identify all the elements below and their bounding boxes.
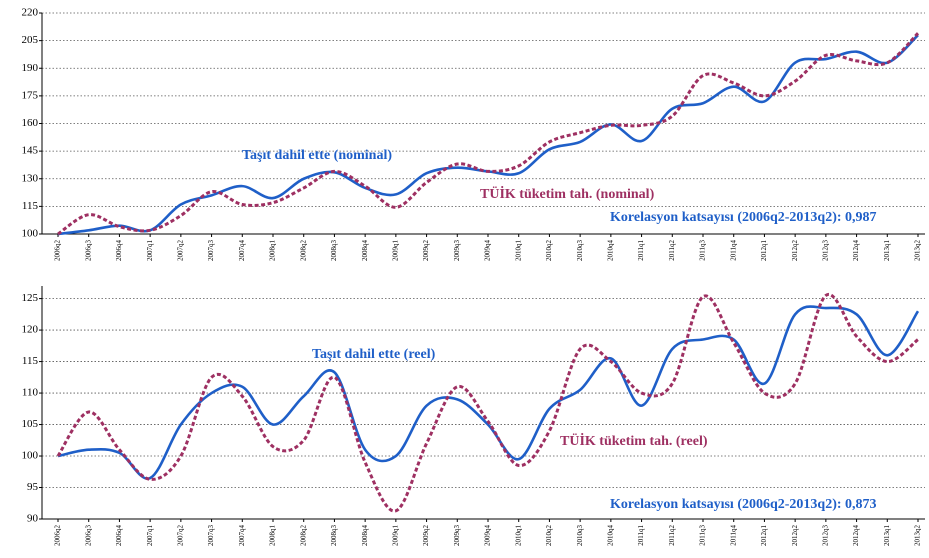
x-tick-label: 2010q4 <box>606 240 614 262</box>
x-tick-label: 2007q3 <box>207 525 215 547</box>
x-tick-label: 2010q3 <box>576 240 584 262</box>
x-tick-label: 2010q1 <box>514 525 522 547</box>
x-tick-label: 2010q4 <box>606 525 614 547</box>
x-tick-label: 2012q4 <box>852 525 860 547</box>
x-tick-label: 2009q1 <box>391 240 399 262</box>
annotation: Korelasyon katsayısı (2006q2-2013q2): 0,… <box>610 497 877 512</box>
x-tick-label: 2013q1 <box>883 240 891 262</box>
x-tick-label: 2006q4 <box>115 525 123 547</box>
x-tick-label: 2006q4 <box>115 240 123 262</box>
y-tick-label: 145 <box>22 145 39 157</box>
y-tick-label: 205 <box>22 34 39 46</box>
x-tick-label: 2013q2 <box>914 525 922 547</box>
y-tick-label: 100 <box>22 450 39 462</box>
y-tick-label: 95 <box>27 481 39 493</box>
x-tick-label: 2012q2 <box>791 240 799 262</box>
x-tick-label: 2007q2 <box>176 240 184 262</box>
y-tick-label: 100 <box>22 228 39 240</box>
x-tick-label: 2012q2 <box>791 525 799 547</box>
x-tick-label: 2011q4 <box>729 240 737 261</box>
x-tick-label: 2009q2 <box>422 240 430 262</box>
x-tick-label: 2012q3 <box>821 525 829 547</box>
series-label: Taşıt dahil ette (nominal) <box>242 148 392 163</box>
x-tick-label: 2008q4 <box>361 525 369 547</box>
x-tick-label: 2009q2 <box>422 525 430 547</box>
line-series <box>56 292 919 513</box>
x-tick-label: 2010q3 <box>576 525 584 547</box>
y-tick-label: 175 <box>22 89 39 101</box>
y-tick-label: 90 <box>27 513 39 525</box>
x-tick-label: 2012q4 <box>852 240 860 262</box>
series-label: TÜİK tüketim tah. (reel) <box>560 432 708 449</box>
x-tick-label: 2007q2 <box>176 525 184 547</box>
x-tick-label: 2012q3 <box>821 240 829 262</box>
y-tick-label: 220 <box>22 7 39 19</box>
x-tick-label: 2008q1 <box>269 240 277 262</box>
x-tick-label: 2011q2 <box>668 240 676 261</box>
x-tick-label: 2009q3 <box>453 240 461 262</box>
x-tick-label: 2008q2 <box>299 240 307 262</box>
x-tick-label: 2008q3 <box>330 525 338 547</box>
x-tick-label: 2012q1 <box>760 240 768 262</box>
x-tick-label: 2009q4 <box>484 525 492 547</box>
annotation: Korelasyon katsayısı (2006q2-2013q2): 0,… <box>610 210 877 225</box>
x-tick-label: 2011q3 <box>699 525 707 546</box>
series-label: Taşıt dahil ette (reel) <box>312 347 436 362</box>
x-tick-label: 2008q2 <box>299 525 307 547</box>
y-tick-label: 160 <box>22 117 39 129</box>
x-tick-label: 2007q4 <box>238 525 246 547</box>
line-series <box>57 34 919 236</box>
x-tick-label: 2011q1 <box>637 525 645 546</box>
x-tick-label: 2012q1 <box>760 525 768 547</box>
x-tick-label: 2009q3 <box>453 525 461 547</box>
x-tick-label: 2011q1 <box>637 240 645 261</box>
series-label: TÜİK tüketim tah. (nominal) <box>480 185 655 202</box>
y-tick-label: 105 <box>22 418 39 430</box>
x-tick-label: 2006q2 <box>54 525 62 547</box>
y-tick-label: 190 <box>22 62 39 74</box>
y-tick-label: 125 <box>22 292 39 304</box>
x-tick-label: 2011q3 <box>699 240 707 261</box>
x-tick-label: 2008q1 <box>269 525 277 547</box>
x-tick-label: 2007q3 <box>207 240 215 262</box>
y-tick-label: 115 <box>22 355 39 367</box>
x-tick-label: 2007q1 <box>146 525 154 547</box>
x-tick-label: 2010q1 <box>514 240 522 262</box>
x-tick-label: 2010q2 <box>545 240 553 262</box>
x-tick-label: 2006q3 <box>84 240 92 262</box>
x-tick-label: 2008q4 <box>361 240 369 262</box>
x-tick-label: 2011q4 <box>729 525 737 546</box>
x-tick-label: 2006q2 <box>54 240 62 262</box>
x-tick-label: 2008q3 <box>330 240 338 262</box>
line-series <box>57 305 920 480</box>
x-tick-label: 2013q2 <box>914 240 922 262</box>
y-tick-label: 115 <box>22 200 39 212</box>
x-tick-label: 2010q2 <box>545 525 553 547</box>
y-tick-label: 120 <box>22 324 39 336</box>
x-tick-label: 2009q4 <box>484 240 492 262</box>
line-series <box>57 32 920 236</box>
x-tick-label: 2011q2 <box>668 525 676 546</box>
y-tick-label: 130 <box>22 172 39 184</box>
x-tick-label: 2013q1 <box>883 525 891 547</box>
x-tick-label: 2007q4 <box>238 239 246 261</box>
x-tick-label: 2009q1 <box>391 525 399 547</box>
y-tick-label: 110 <box>22 387 39 399</box>
x-tick-label: 2006q3 <box>84 525 92 547</box>
x-tick-label: 2007q1 <box>146 240 154 262</box>
